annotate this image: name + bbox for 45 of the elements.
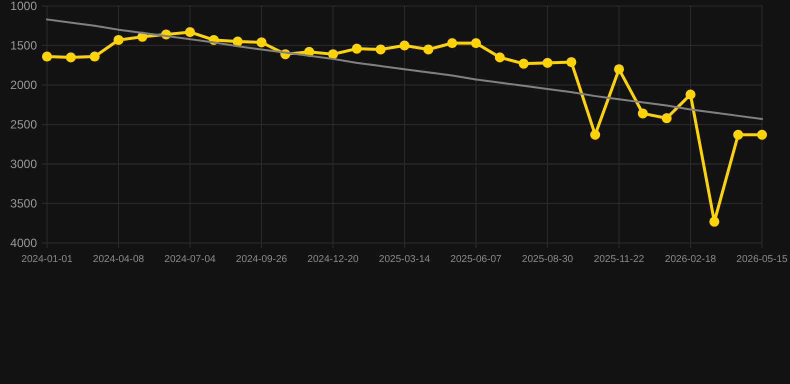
x-tick-label: 2025-06-07 — [450, 254, 502, 265]
x-tick-label: 2026-05-15 — [736, 254, 788, 265]
x-tick-label: 2025-03-14 — [378, 254, 431, 265]
y-tick-label: 1500 — [10, 38, 38, 53]
point — [686, 89, 696, 100]
x-tick-label: 2024-12-20 — [307, 254, 360, 265]
point — [709, 216, 720, 227]
point — [42, 52, 52, 62]
y-tick-label: 2500 — [10, 118, 38, 132]
x-tick-label: 2024-07-04 — [164, 254, 216, 265]
x-tick-label: 2025-11-22 — [594, 254, 645, 265]
point — [232, 36, 243, 47]
point — [66, 52, 76, 62]
point — [542, 58, 552, 68]
x-tick-label: 2024-04-08 — [92, 254, 145, 265]
y-tick-label: 1000 — [10, 0, 38, 14]
point — [566, 57, 576, 68]
point — [518, 58, 529, 69]
point — [328, 49, 338, 60]
point — [662, 113, 672, 124]
point — [638, 108, 648, 118]
point — [614, 64, 624, 74]
point — [114, 34, 124, 45]
point — [733, 130, 744, 140]
point — [423, 44, 434, 54]
x-tick-label: 2024-09-26 — [236, 254, 288, 265]
point — [256, 37, 266, 48]
x-tick-label: 2025-08-30 — [522, 254, 574, 265]
point — [90, 52, 100, 62]
point — [352, 44, 362, 54]
point — [757, 130, 767, 140]
point — [590, 130, 600, 140]
point — [376, 44, 386, 54]
x-tick-label: 2024-01-01 — [21, 254, 74, 265]
x-tick-label: 2026-02-18 — [664, 254, 717, 265]
point — [400, 40, 410, 50]
point — [185, 27, 195, 38]
line-series — [46, 18, 763, 120]
point — [494, 52, 505, 62]
point — [471, 38, 481, 48]
y-tick-label: 4000 — [10, 236, 38, 250]
y-tick-label: 3500 — [10, 196, 38, 211]
y-tick-label: 3000 — [10, 157, 38, 172]
y-tick-label: 2000 — [10, 78, 38, 92]
point — [447, 38, 458, 48]
